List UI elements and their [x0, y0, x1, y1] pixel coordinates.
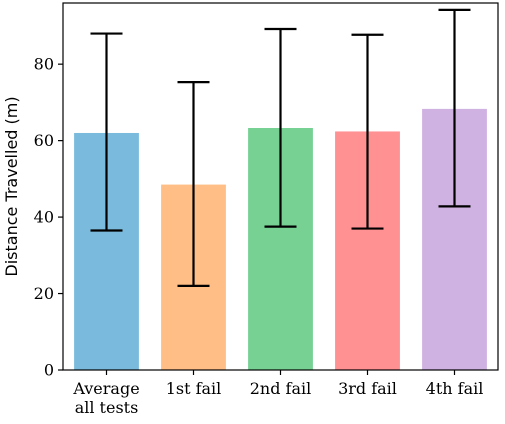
y-tick-label-3: 60 — [34, 131, 54, 150]
x-tick-label-3: 3rd fail — [338, 379, 397, 398]
y-tick-label-0: 0 — [44, 361, 54, 380]
x-tick-label-0-0: Average — [72, 379, 139, 398]
plot-frame — [62, 2, 499, 371]
y-tick-label-4: 80 — [34, 55, 54, 74]
y-tick-label-2: 40 — [34, 208, 54, 227]
x-tick-label-2: 2nd fail — [250, 379, 312, 398]
x-tick-label-0-1: all tests — [75, 398, 139, 417]
x-tick-label-4: 4th fail — [426, 379, 484, 398]
y-axis-label: Distance Travelled (m) — [2, 96, 21, 276]
error-bars-group — [90, 8, 471, 287]
y-tick-label-1: 20 — [34, 284, 54, 303]
x-tick-label-1: 1st fail — [166, 379, 222, 398]
